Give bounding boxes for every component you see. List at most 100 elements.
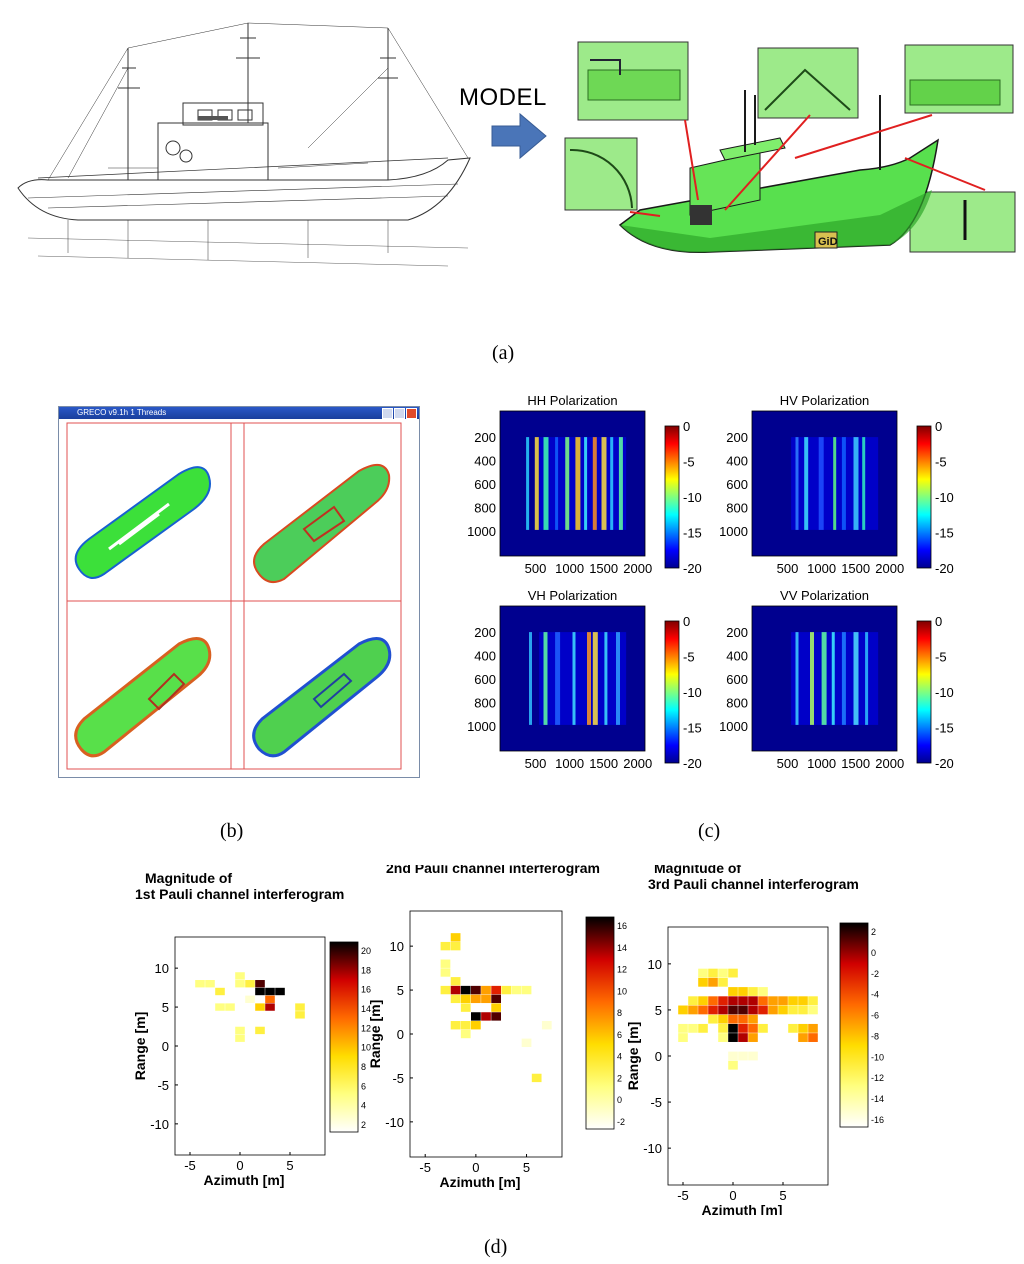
signal-stripe bbox=[555, 632, 561, 725]
heatmap-cell bbox=[440, 985, 451, 995]
heatmap-cell bbox=[471, 994, 481, 1004]
heatmap-cell bbox=[460, 1021, 471, 1030]
colorbar-tick-label: -10 bbox=[935, 685, 954, 700]
colorbar bbox=[664, 620, 680, 764]
heatmap-cell bbox=[235, 980, 245, 988]
signal-stripe bbox=[618, 437, 623, 530]
heatmap-cell bbox=[471, 1021, 481, 1030]
heatmap-cell bbox=[748, 1033, 758, 1042]
heatmap-cell bbox=[758, 1023, 768, 1033]
colorbar-tick-label: -20 bbox=[935, 756, 954, 771]
colorbar-tick-label: -20 bbox=[935, 561, 954, 576]
colorbar-tick-label: -2 bbox=[617, 1117, 625, 1127]
pauli-title-line2: 3rd Pauli channel interferogram bbox=[648, 876, 859, 892]
signal-stripe bbox=[841, 632, 846, 725]
heatmap-cell bbox=[738, 1005, 748, 1015]
heatmap-cell bbox=[698, 977, 708, 987]
y-tick-label: 600 bbox=[474, 477, 496, 492]
colorbar-tick-label: -15 bbox=[683, 721, 702, 736]
signal-stripe bbox=[862, 437, 866, 530]
heatmap-cell bbox=[491, 985, 501, 995]
colorbar-tick-label: -5 bbox=[683, 650, 695, 665]
heatmap-cell bbox=[718, 1023, 728, 1033]
colorbar-tick-label: -4 bbox=[871, 990, 879, 1000]
polarization-panel-2: HV Polarization 200 400 600 800 1000 500 1000 15… bbox=[719, 393, 954, 576]
model-arrow-label: MODEL bbox=[459, 84, 547, 111]
maximize-icon[interactable] bbox=[394, 408, 405, 419]
signal-stripe bbox=[575, 437, 581, 530]
signal-stripe bbox=[601, 437, 607, 530]
x-tick-label: 2000 bbox=[623, 561, 652, 576]
heatmap-cell bbox=[728, 996, 738, 1006]
heatmap-cell bbox=[511, 985, 522, 995]
colorbar-tick-label: 0 bbox=[617, 1095, 622, 1105]
signal-stripe bbox=[810, 632, 814, 725]
y-axis-label: Range [m] bbox=[625, 1022, 641, 1090]
heatmap-cell bbox=[450, 941, 461, 951]
x-tick-label: 1000 bbox=[555, 561, 584, 576]
polarization-title: VH Polarization bbox=[528, 588, 618, 603]
signal-stripe bbox=[592, 437, 597, 530]
heatmap-cell bbox=[728, 987, 738, 996]
heatmap-cell bbox=[698, 1023, 708, 1033]
colorbar-tick-label: -16 bbox=[871, 1115, 884, 1125]
y-tick-label: -10 bbox=[150, 1117, 169, 1132]
signal-stripe bbox=[833, 437, 837, 530]
heatmap-cell bbox=[215, 1003, 225, 1011]
y-tick-label: 5 bbox=[655, 1003, 662, 1018]
colorbar-tick-label: 12 bbox=[617, 965, 627, 975]
signal-stripe bbox=[592, 632, 598, 725]
y-tick-label: 800 bbox=[726, 696, 748, 711]
colorbar-tick-label: 0 bbox=[683, 614, 690, 629]
heatmap-cell bbox=[728, 968, 738, 978]
heatmap-cell bbox=[738, 1014, 748, 1024]
polarization-figure: HH Polarization 200 400 600 800 1000 500 1000 15… bbox=[467, 393, 954, 771]
heatmap-cell bbox=[748, 1005, 758, 1015]
y-tick-label: 200 bbox=[726, 430, 748, 445]
pauli-title-line1: Magnitude of bbox=[654, 865, 741, 876]
colorbar-tick-label: 18 bbox=[361, 965, 371, 975]
signal-stripe bbox=[543, 437, 549, 530]
signal-stripe bbox=[543, 632, 548, 725]
close-icon[interactable] bbox=[406, 408, 417, 419]
heatmap-cell bbox=[788, 1023, 798, 1033]
heatmap-cell bbox=[688, 996, 698, 1006]
colorbar bbox=[916, 620, 932, 764]
y-tick-label: 600 bbox=[474, 672, 496, 687]
x-tick-label: 1000 bbox=[807, 561, 836, 576]
minimize-icon[interactable] bbox=[382, 408, 393, 419]
colorbar bbox=[664, 425, 680, 569]
heatmap-cell bbox=[481, 985, 491, 995]
heatmap-cell bbox=[295, 1011, 305, 1019]
signal-stripe bbox=[795, 632, 799, 725]
signal-stripe bbox=[853, 437, 859, 530]
x-tick-label: 0 bbox=[729, 1188, 736, 1203]
y-tick-label: 400 bbox=[474, 454, 496, 469]
signal-stripe bbox=[572, 632, 576, 725]
x-tick-label: 1500 bbox=[589, 561, 618, 576]
colorbar-tick-label: 0 bbox=[683, 419, 690, 434]
y-tick-label: 1000 bbox=[467, 524, 496, 539]
x-tick-label: 5 bbox=[779, 1188, 786, 1203]
y-tick-label: 400 bbox=[726, 454, 748, 469]
signal-stripe bbox=[865, 632, 869, 725]
colorbar-tick-label: -8 bbox=[871, 1031, 879, 1041]
colorbar-tick-label: -20 bbox=[683, 756, 702, 771]
render-top-left bbox=[74, 466, 211, 579]
heatmap-cell bbox=[728, 1005, 738, 1015]
x-tick-label: 1500 bbox=[841, 756, 870, 771]
heatmap-cell bbox=[738, 1051, 748, 1061]
heatmap-cell bbox=[738, 1023, 748, 1033]
heatmap-cell bbox=[678, 1023, 688, 1033]
y-tick-label: 0 bbox=[162, 1039, 169, 1054]
x-axis-label: Azimuth [m] bbox=[204, 1172, 285, 1188]
window-controls bbox=[382, 408, 417, 419]
signal-stripe bbox=[853, 632, 859, 725]
colorbar-tick-label: 4 bbox=[617, 1052, 622, 1062]
heatmap-cell bbox=[235, 972, 245, 980]
heatmap-cell bbox=[698, 1005, 708, 1015]
heatmap-cell bbox=[235, 1026, 245, 1035]
y-tick-label: -5 bbox=[650, 1095, 662, 1110]
